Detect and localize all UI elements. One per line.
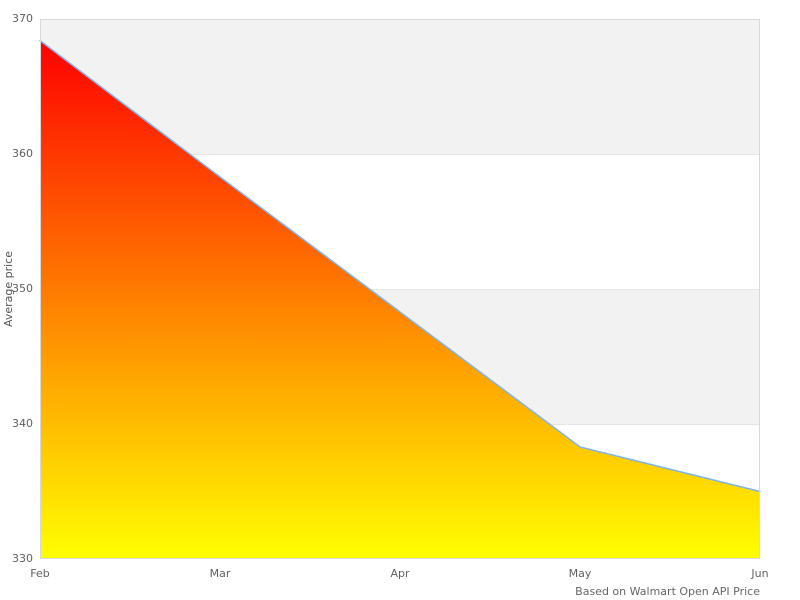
chart-caption: Based on Walmart Open API Price bbox=[575, 585, 760, 598]
x-tick-label: Feb bbox=[30, 567, 49, 580]
area-series[interactable] bbox=[40, 40, 760, 560]
x-tick-label: Apr bbox=[390, 567, 410, 580]
plot-border bbox=[40, 19, 760, 559]
y-tick-label: 340 bbox=[12, 417, 33, 430]
y-tick-label: 350 bbox=[12, 282, 33, 295]
x-tick-label: Mar bbox=[210, 567, 231, 580]
series-line bbox=[39, 39, 761, 493]
y-tick-label: 330 bbox=[12, 552, 33, 565]
y-tick-label: 360 bbox=[12, 147, 33, 160]
y-tick-label: 370 bbox=[12, 12, 33, 25]
x-tick-label: May bbox=[569, 567, 592, 580]
y-axis-title: Average price bbox=[2, 251, 15, 327]
x-tick-label: Jun bbox=[750, 567, 768, 580]
